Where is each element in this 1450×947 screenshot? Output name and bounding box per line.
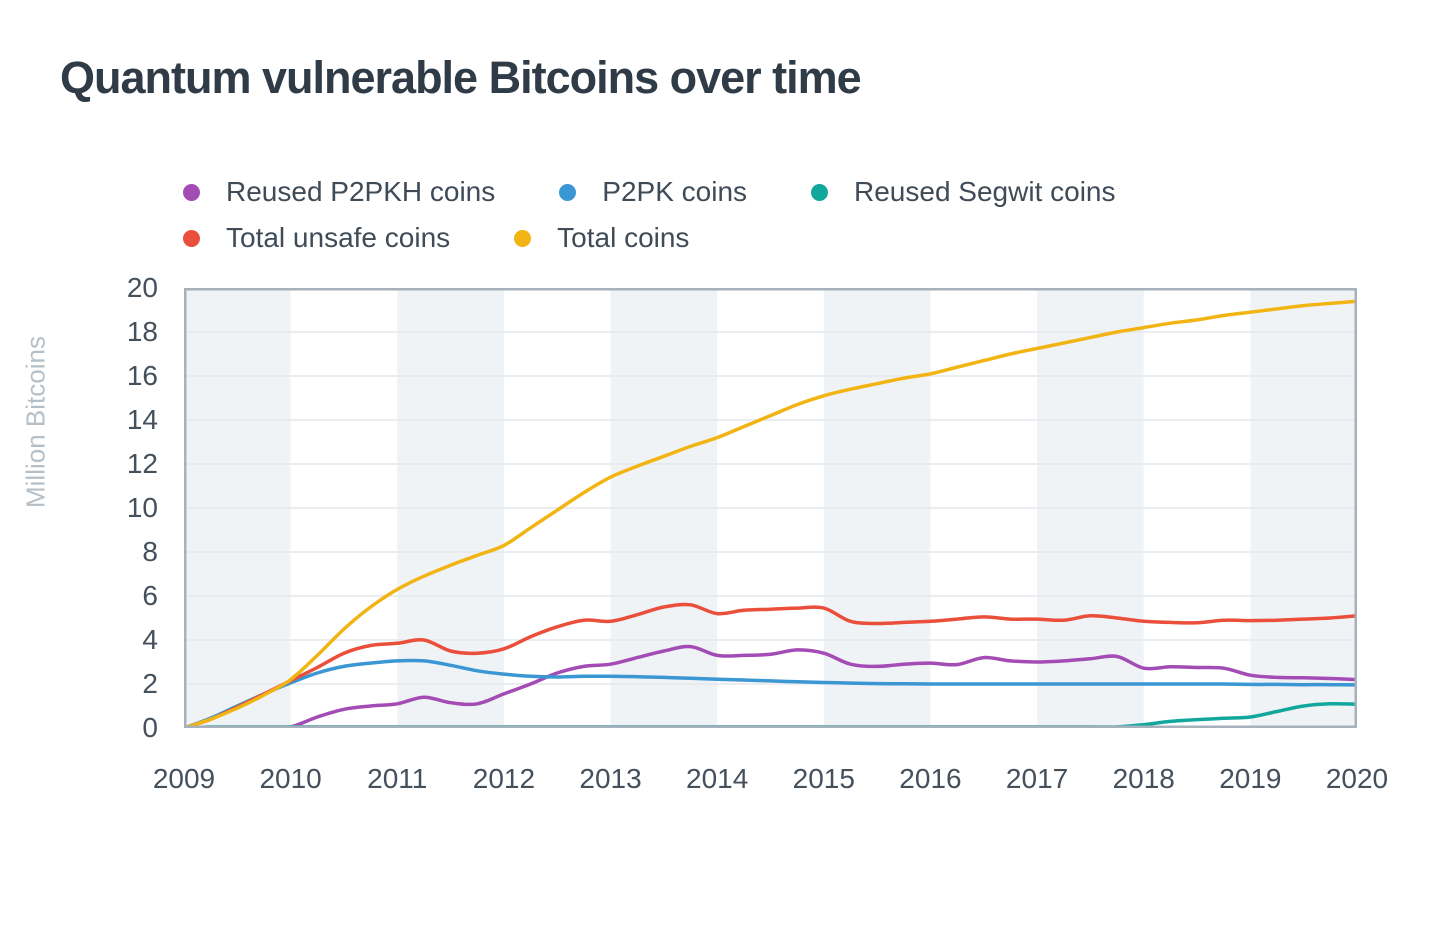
x-tick-label: 2020 (1325, 763, 1389, 794)
legend-row-2: Total unsafe coins Total coins (183, 222, 1116, 254)
x-tick-label: 2009 (152, 763, 216, 794)
legend-item: Reused Segwit coins (811, 176, 1116, 208)
x-tick-label: 2019 (1219, 763, 1282, 794)
series-line-p2pk-coins (182, 658, 1359, 730)
legend-dot-icon (559, 183, 577, 201)
series-line-total-unsafe-coins (182, 602, 1359, 730)
legend-row-1: Reused P2PKH coins P2PK coins Reused Segwi… (183, 176, 1116, 208)
x-tick-label: 2015 (792, 763, 855, 794)
chart-legend: Reused P2PKH coins P2PK coins Reused Segwi… (183, 176, 1116, 254)
line-chart-svg (182, 288, 1359, 730)
y-tick-label: 8 (142, 536, 158, 567)
legend-label: P2PK coins (602, 176, 748, 207)
legend-label: Reused P2PKH coins (226, 176, 496, 207)
y-tick-label: 18 (126, 316, 158, 347)
x-tick-label: 2017 (1005, 763, 1069, 794)
y-tick-label: 16 (126, 360, 158, 391)
y-tick-label: 0 (142, 712, 158, 743)
y-tick-label: 12 (126, 448, 158, 479)
x-tick-label: 2016 (899, 763, 962, 794)
y-tick-label: 4 (142, 624, 158, 655)
legend-label: Total coins (557, 222, 690, 253)
x-tick-label: 2011 (367, 763, 428, 794)
legend-label: Reused Segwit coins (854, 176, 1116, 207)
legend-dot-icon (183, 183, 200, 201)
y-tick-label: 2 (142, 668, 158, 699)
series-line-reused-p2pkh-coins (182, 644, 1359, 730)
y-tick-label: 20 (126, 272, 158, 303)
legend-label: Total unsafe coins (226, 222, 451, 253)
legend-item: Total unsafe coins (183, 222, 450, 254)
x-tick-label: 2012 (472, 763, 536, 794)
x-tick-label: 2018 (1112, 763, 1175, 794)
x-tick-label: 2013 (579, 763, 642, 794)
legend-dot-icon (514, 229, 532, 247)
plot-frame (184, 288, 1357, 728)
x-tick-label: 2010 (259, 763, 322, 794)
legend-dot-icon (811, 183, 829, 201)
y-tick-label: 6 (142, 580, 158, 611)
legend-item: Total coins (514, 222, 689, 254)
y-tick-label: 14 (126, 404, 158, 435)
y-tick-label: 10 (126, 492, 158, 523)
x-tick-label: 2014 (686, 763, 749, 794)
chart-title: Quantum vulnerable Bitcoins over time (60, 52, 862, 103)
legend-item: P2PK coins (559, 176, 747, 208)
legend-dot-icon (183, 229, 200, 247)
legend-item: Reused P2PKH coins (183, 176, 495, 208)
series-line-total-coins (182, 299, 1359, 730)
footer: cointelegraph.com source:Source Deloitte (0, 827, 1450, 947)
plot-area (182, 288, 1359, 730)
